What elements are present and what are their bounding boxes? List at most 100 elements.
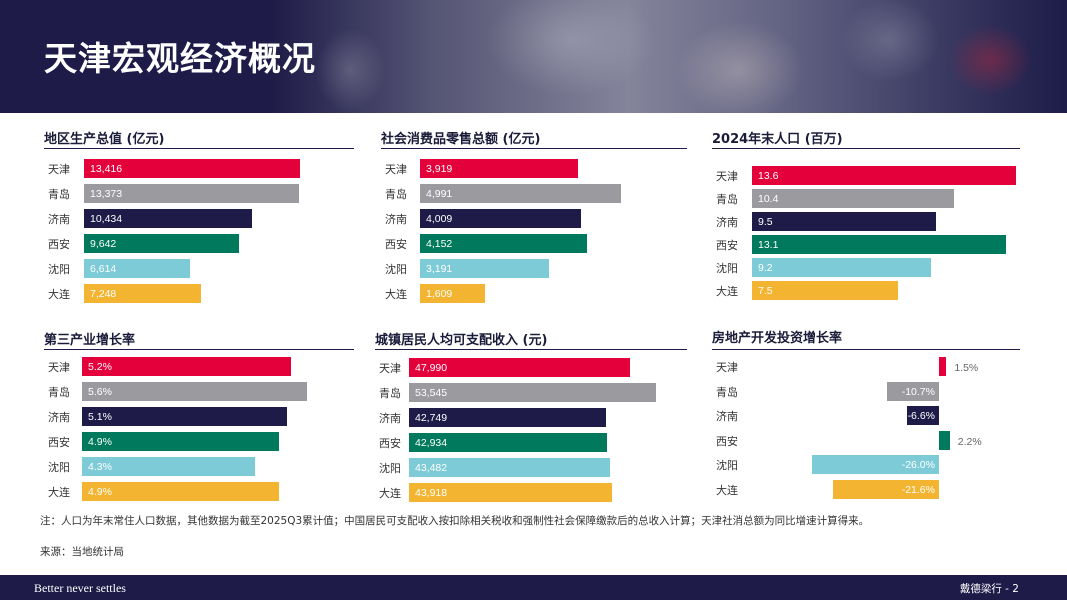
chart-title-rule: [44, 349, 354, 350]
bar-青岛: [886, 381, 939, 401]
data-label: 5.1%: [88, 411, 112, 423]
category-label: 沈阳: [48, 461, 70, 474]
bar-row: 大连 7,248: [44, 284, 354, 303]
chart-title-rule: [375, 349, 687, 350]
bar-天津: [939, 357, 947, 376]
chart-title: 社会消费品零售总额 (亿元): [381, 132, 541, 147]
data-label: -21.6%: [901, 483, 935, 496]
category-label: 济南: [48, 411, 70, 424]
bar-row: 沈阳 -26.0%: [712, 455, 1020, 474]
chart-panel-3: 2024年末人口 (百万) 天津 13.6 青岛 10.4 济南 9.5 西安 13.1 沈阳 9.…: [712, 128, 1020, 303]
chart-title: 城镇居民人均可支配收入 (元): [375, 333, 548, 348]
chart-title-rule: [712, 349, 1020, 350]
data-label: 42,934: [415, 437, 448, 449]
category-label: 天津: [716, 170, 738, 183]
category-label: 沈阳: [379, 462, 401, 475]
bar-row: 西安 2.2%: [712, 430, 1020, 450]
category-label: 济南: [716, 216, 738, 229]
page-title: 天津宏观经济概况: [44, 39, 316, 78]
bar-天津: [82, 357, 291, 376]
data-label: 53,545: [415, 387, 448, 399]
bar-西安: [84, 234, 240, 253]
bar-西安: [939, 430, 950, 450]
category-label: 沈阳: [48, 263, 70, 276]
bar-济南: [420, 209, 582, 228]
category-label: 大连: [48, 288, 70, 301]
data-label: 7,248: [90, 288, 117, 300]
category-label: 天津: [385, 163, 407, 176]
category-label: 大连: [48, 486, 70, 499]
category-label: 西安: [379, 437, 401, 450]
data-label: 4,009: [426, 213, 453, 225]
bar-row: 大连 4.9%: [44, 482, 354, 501]
footnote: 注：人口为年末常住人口数据，其他数据为截至2025Q3累计值；中国居民可支配收入…: [40, 515, 870, 527]
data-label: 5.6%: [88, 386, 112, 398]
data-label: 13.1: [758, 239, 779, 251]
data-label: 47,990: [415, 362, 448, 374]
bar-row: 青岛 -10.7%: [712, 381, 1020, 401]
chart-panel-5: 城镇居民人均可支配收入 (元) 天津 47,990 青岛 53,545 济南 42,749 西…: [375, 329, 687, 504]
category-label: 大连: [716, 483, 738, 497]
bar-row: 济南 4,009: [381, 209, 687, 228]
category-label: 大连: [379, 487, 401, 500]
bar-row: 沈阳 43,482: [375, 458, 687, 477]
category-label: 天津: [48, 361, 70, 374]
bar-row: 青岛 10.4: [712, 189, 1020, 208]
bar-青岛: [84, 184, 300, 203]
category-label: 济南: [48, 213, 70, 226]
bar-row: 青岛 13,373: [44, 184, 354, 203]
bar-沈阳: [752, 258, 931, 277]
data-label: 13.6: [758, 170, 779, 182]
bar-row: 沈阳 4.3%: [44, 457, 354, 476]
chart-title-rule: [381, 148, 687, 149]
category-label: 青岛: [716, 385, 738, 399]
data-label: 3,191: [426, 263, 453, 275]
bar-大连: [420, 284, 485, 303]
bar-沈阳: [409, 458, 610, 477]
chart-panel-4: 第三产业增长率 天津 5.2% 青岛 5.6% 济南 5.1% 西安 4.9% 沈阳 4.3% 大连 4…: [44, 329, 354, 504]
category-label: 青岛: [379, 387, 401, 400]
bar-row: 沈阳 3,191: [381, 259, 687, 278]
source-note: 来源：当地统计局: [40, 546, 124, 558]
data-label: 43,918: [415, 487, 448, 499]
bar-row: 沈阳 6,614: [44, 259, 354, 278]
bar-row: 沈阳 9.2: [712, 258, 1020, 277]
data-label: 9,642: [90, 238, 117, 250]
data-label: 9.2: [758, 262, 773, 274]
chart-panel-1: 地区生产总值 (亿元) 天津 13,416 青岛 13,373 济南 10,434 西安 9,6…: [44, 128, 354, 303]
bar-row: 西安 4,152: [381, 234, 687, 253]
chart-title: 第三产业增长率: [44, 333, 136, 348]
data-label: 7.5: [758, 285, 773, 297]
footer-slogan: Better never settles: [34, 581, 126, 595]
bar-row: 大连 43,918: [375, 483, 687, 502]
category-label: 大连: [716, 285, 738, 298]
chart-panel-2: 社会消费品零售总额 (亿元) 天津 3,919 青岛 4,991 济南 4,009 西安 4,1…: [381, 128, 687, 303]
bar-青岛: [420, 184, 621, 203]
bar-济南: [906, 406, 939, 425]
category-label: 天津: [716, 361, 738, 374]
category-label: 西安: [716, 239, 738, 252]
category-label: 沈阳: [716, 459, 738, 472]
chart-title: 2024年末人口 (百万): [712, 132, 843, 147]
category-label: 青岛: [48, 188, 70, 201]
data-label: 4,152: [426, 238, 453, 250]
category-label: 济南: [379, 412, 401, 425]
bar-济南: [82, 407, 287, 426]
category-label: 济南: [716, 410, 738, 423]
category-label: 青岛: [385, 188, 407, 201]
bar-青岛: [82, 382, 307, 401]
bar-row: 天津 1.5%: [712, 357, 1020, 376]
data-label: -6.6%: [907, 410, 935, 422]
bar-天津: [752, 166, 1016, 185]
bar-天津: [420, 159, 578, 178]
data-label: 9.5: [758, 216, 773, 228]
category-label: 天津: [48, 163, 70, 176]
category-label: 沈阳: [385, 263, 407, 276]
data-label: 4.9%: [88, 486, 112, 498]
category-label: 西安: [48, 238, 70, 251]
data-label: -10.7%: [901, 385, 935, 398]
data-label: 1,609: [426, 288, 453, 300]
bar-西安: [752, 235, 1007, 254]
bar-row: 西安 9,642: [44, 234, 354, 253]
data-label: 4.3%: [88, 461, 112, 473]
